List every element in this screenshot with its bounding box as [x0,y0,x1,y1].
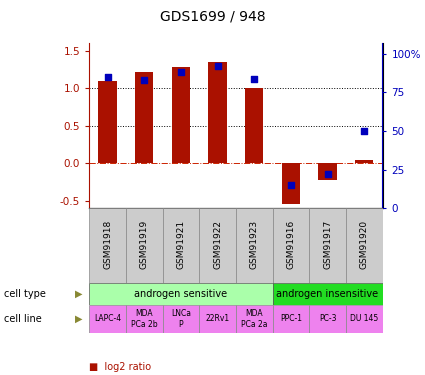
Bar [162,305,199,333]
Text: GSM91917: GSM91917 [323,219,332,269]
Text: 22Rv1: 22Rv1 [205,314,230,323]
Bar [135,72,153,163]
Text: GSM91921: GSM91921 [176,220,185,268]
Text: LNCa
P: LNCa P [171,309,191,328]
Text: cell type: cell type [4,289,46,299]
Bar [99,81,117,163]
Point [287,182,294,188]
Bar [272,283,382,305]
Bar [346,208,382,283]
Bar [172,67,190,163]
Text: PPC-1: PPC-1 [280,314,302,323]
Bar [236,305,272,333]
Bar [245,88,264,163]
Point [214,63,221,69]
Text: ▶: ▶ [75,314,82,324]
Bar [89,305,126,333]
Bar [272,208,309,283]
Bar [272,305,309,333]
Bar [346,305,382,333]
Text: GSM91916: GSM91916 [286,219,295,269]
Point [361,128,368,134]
Text: GSM91923: GSM91923 [250,220,259,268]
Bar [309,208,346,283]
Text: GSM91920: GSM91920 [360,220,368,268]
Text: ■  log2 ratio: ■ log2 ratio [89,362,151,372]
Bar [89,283,272,305]
Bar [162,208,199,283]
Bar [199,305,236,333]
Text: DU 145: DU 145 [350,314,378,323]
Text: androgen sensitive: androgen sensitive [134,289,227,299]
Bar [236,208,272,283]
Bar [89,208,126,283]
Point [141,77,147,83]
Bar [126,305,162,333]
Text: GSM91919: GSM91919 [140,219,149,269]
Text: GDS1699 / 948: GDS1699 / 948 [160,9,265,23]
Bar [355,160,373,163]
Bar [126,208,162,283]
Text: PC-3: PC-3 [319,314,336,323]
Point [324,171,331,177]
Text: GSM91918: GSM91918 [103,219,112,269]
Text: MDA
PCa 2a: MDA PCa 2a [241,309,267,328]
Point [104,74,111,80]
Bar [318,163,337,180]
Text: GSM91922: GSM91922 [213,220,222,268]
Text: MDA
PCa 2b: MDA PCa 2b [131,309,158,328]
Text: androgen insensitive: androgen insensitive [276,289,379,299]
Text: cell line: cell line [4,314,42,324]
Text: ▶: ▶ [75,289,82,299]
Bar [282,163,300,204]
Point [251,76,258,82]
Text: LAPC-4: LAPC-4 [94,314,121,323]
Point [178,69,184,75]
Bar [309,305,346,333]
Bar [199,208,236,283]
Bar [208,62,227,163]
